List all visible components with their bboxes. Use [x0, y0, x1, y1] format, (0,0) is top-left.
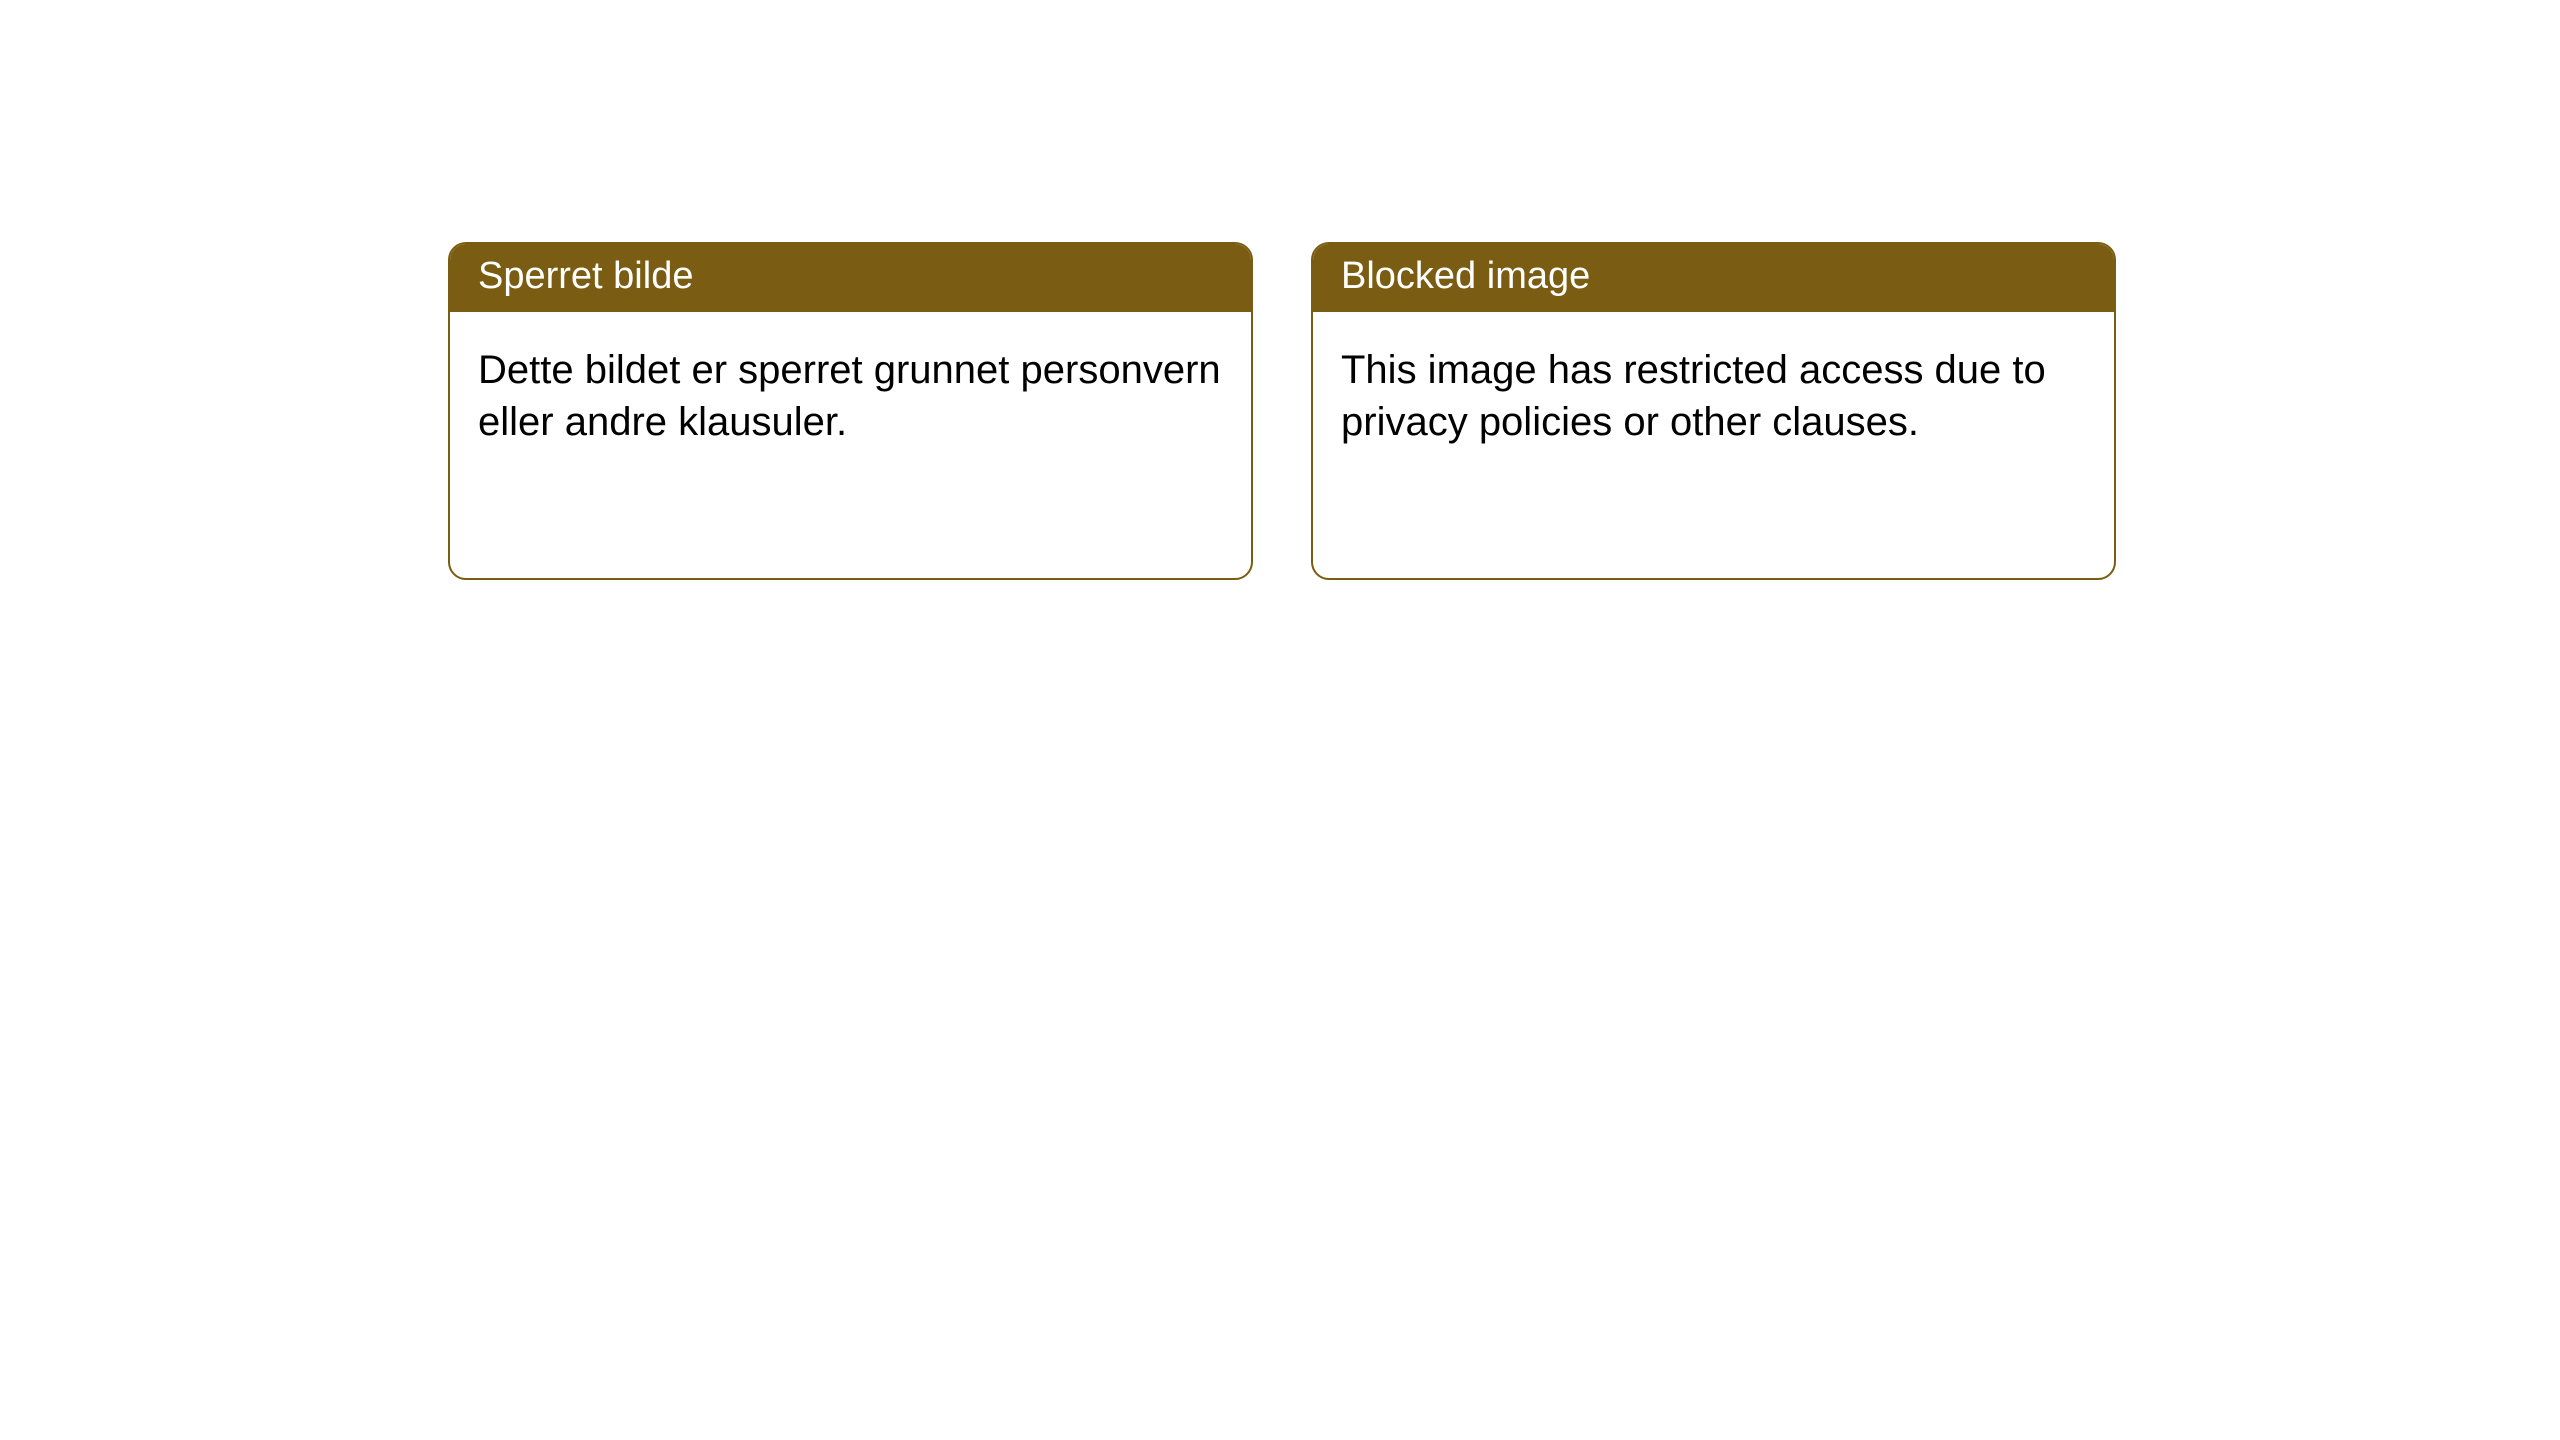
notice-body: Dette bildet er sperret grunnet personve…	[450, 312, 1251, 480]
notice-header: Blocked image	[1313, 244, 2114, 312]
notice-container: Sperret bilde Dette bildet er sperret gr…	[448, 242, 2116, 580]
notice-header: Sperret bilde	[450, 244, 1251, 312]
notice-card-english: Blocked image This image has restricted …	[1311, 242, 2116, 580]
notice-card-norwegian: Sperret bilde Dette bildet er sperret gr…	[448, 242, 1253, 580]
notice-body: This image has restricted access due to …	[1313, 312, 2114, 480]
